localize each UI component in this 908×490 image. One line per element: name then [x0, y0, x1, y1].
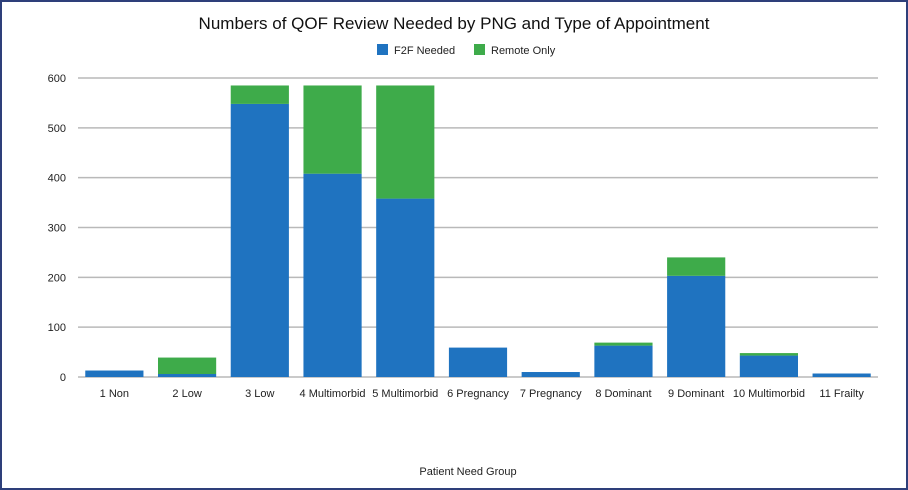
bar-f2f-9 [667, 275, 726, 377]
bar-f2f-3 [230, 103, 289, 377]
y-tick-label-500: 500 [48, 123, 66, 135]
y-tick-label-400: 400 [48, 173, 66, 185]
bar-f2f-2 [158, 374, 217, 377]
bar-remote-2 [158, 357, 217, 375]
category-label-5: 5 Multimorbid [372, 388, 438, 400]
y-tick-label-100: 100 [48, 322, 66, 334]
y-axis-ticks: 0 100 200 300 400 500 600 [48, 73, 66, 384]
category-label-3: 3 Low [245, 388, 274, 400]
bar-f2f-5 [376, 198, 435, 377]
legend-label-f2f: F2F Needed [394, 45, 455, 57]
chart-title: Numbers of QOF Review Needed by PNG and … [199, 14, 710, 33]
category-label-4: 4 Multimorbid [300, 388, 366, 400]
bar-remote-10 [739, 353, 798, 356]
bars [85, 85, 871, 377]
bar-remote-5 [376, 85, 435, 199]
bar-f2f-1 [85, 370, 144, 377]
bar-remote-9 [667, 257, 726, 276]
category-label-11: 11 Frailty [819, 388, 864, 400]
category-label-8: 8 Dominant [595, 388, 651, 400]
bar-f2f-6 [448, 347, 508, 377]
category-label-7: 7 Pregnancy [520, 388, 582, 400]
legend-swatch-remote [474, 44, 485, 55]
bar-f2f-10 [739, 355, 798, 377]
bar-remote-3 [230, 85, 289, 104]
category-label-9: 9 Dominant [668, 388, 724, 400]
legend-label-remote: Remote Only [491, 45, 556, 57]
legend: F2F Needed Remote Only [377, 44, 556, 57]
x-axis-categories: 1 Non 2 Low 3 Low 4 Multimorbid 5 Multimorbi… [100, 388, 865, 400]
category-label-1: 1 Non [100, 388, 129, 400]
y-tick-label-300: 300 [48, 223, 66, 235]
y-tick-label-600: 600 [48, 73, 66, 85]
bar-f2f-4 [303, 173, 362, 377]
category-label-6: 6 Pregnancy [447, 388, 509, 400]
bar-remote-4 [303, 85, 362, 174]
bar-f2f-8 [594, 345, 653, 377]
y-tick-label-200: 200 [48, 272, 66, 284]
x-axis-label: Patient Need Group [419, 466, 516, 478]
bar-f2f-11 [812, 373, 871, 377]
gridlines [78, 77, 878, 378]
bar-f2f-7 [521, 372, 580, 377]
y-tick-label-0: 0 [60, 372, 66, 384]
category-label-2: 2 Low [172, 388, 201, 400]
legend-swatch-f2f [377, 44, 388, 55]
category-label-10: 10 Multimorbid [733, 388, 805, 400]
bar-remote-8 [594, 342, 653, 346]
